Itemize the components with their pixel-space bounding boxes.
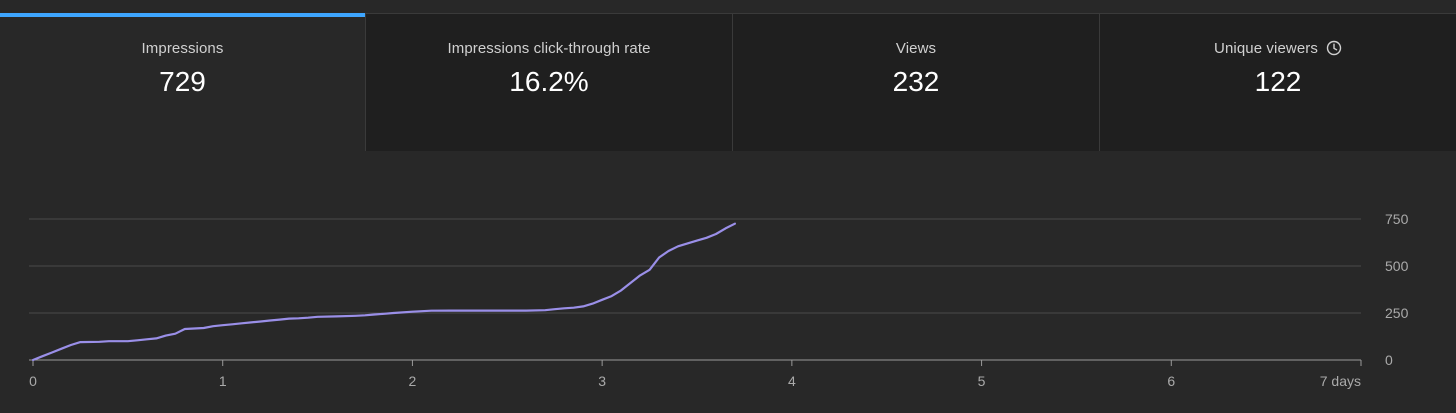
x-tick-label: 0: [29, 373, 37, 389]
x-tick-label: 6: [1167, 373, 1175, 389]
tab-views[interactable]: Views 232: [733, 14, 1100, 151]
y-tick-label: 0: [1385, 352, 1393, 368]
x-tick-label: 5: [978, 373, 986, 389]
tab-label: Impressions click-through rate: [447, 40, 651, 57]
series-line: [31, 222, 737, 362]
tab-label: Unique viewers: [1214, 40, 1318, 57]
tab-value: 729: [159, 66, 206, 97]
tab-impressions[interactable]: Impressions 729: [0, 13, 366, 151]
tab-label-wrap: Unique viewers: [1100, 40, 1456, 57]
tab-impressions-ctr[interactable]: Impressions click-through rate 16.2%: [366, 14, 733, 151]
y-tick-label: 500: [1385, 258, 1409, 274]
clock-icon[interactable]: [1326, 40, 1342, 56]
tab-unique-viewers[interactable]: Unique viewers 122: [1100, 14, 1456, 151]
y-tick-label: 250: [1385, 305, 1409, 321]
x-tick-label: 2: [409, 373, 417, 389]
tab-label: Views: [895, 40, 937, 57]
tab-value: 232: [892, 66, 940, 97]
impressions-chart: 0 250 500 750 0 1 2 3 4 5 6 7 days: [0, 150, 1456, 413]
tab-label: Impressions: [141, 40, 224, 57]
x-tick-label: 7 days: [1320, 373, 1361, 389]
x-tick-label: 3: [598, 373, 606, 389]
x-tick-label: 4: [788, 373, 796, 389]
metric-tabs: Impressions 729 Impressions click-throug…: [0, 13, 1456, 151]
chart-svg: 0 250 500 750 0 1 2 3 4 5 6 7 days: [29, 211, 1409, 389]
x-tick-label: 1: [219, 373, 227, 389]
tab-value: 16.2%: [509, 66, 589, 97]
tab-value: 122: [1254, 66, 1302, 97]
y-tick-label: 750: [1385, 211, 1409, 227]
